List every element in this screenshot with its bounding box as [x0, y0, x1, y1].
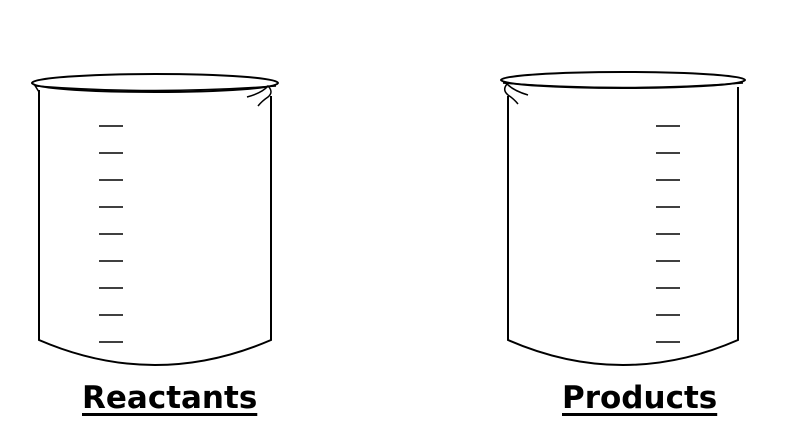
beaker-spout	[504, 82, 529, 105]
products-label: Products	[562, 380, 718, 416]
graduation-marks	[656, 125, 680, 343]
beaker-body	[38, 90, 272, 366]
graduation-marks	[99, 125, 123, 343]
beaker-rim	[31, 73, 279, 93]
beaker-body	[507, 87, 739, 366]
reactants-beaker	[31, 73, 279, 366]
beaker-spout	[246, 84, 272, 107]
products-beaker	[400, 0, 799, 433]
beaker-rim-inner	[502, 82, 744, 89]
reactants-label: Reactants	[82, 380, 258, 416]
beaker-drawing-right	[500, 71, 746, 366]
beaker-rim-inner	[35, 85, 277, 92]
beaker-body-outline	[33, 83, 40, 93]
beaker-drawing-left	[31, 73, 279, 366]
